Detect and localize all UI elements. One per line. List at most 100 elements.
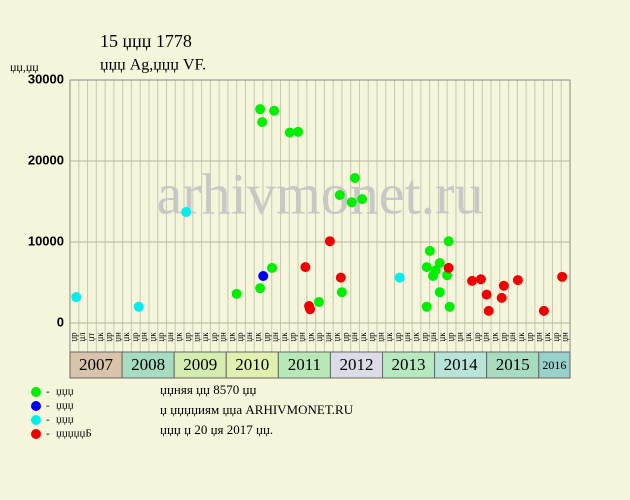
note: џџняя џџ 8570 џџ	[160, 382, 256, 397]
column-label: џк	[305, 332, 315, 342]
year-band	[538, 351, 571, 379]
point	[293, 126, 304, 137]
column-label: џр	[525, 332, 535, 342]
column-label: џк	[332, 332, 342, 342]
column-label: џн	[507, 332, 517, 342]
point	[335, 272, 346, 283]
legend-dash: -	[46, 428, 50, 440]
chart-title: 15 џџџ 1778	[100, 31, 192, 51]
column-label: џк	[253, 332, 263, 342]
point	[334, 190, 345, 201]
note: џ џџџџиям џџа ARHIVMONET.RU	[160, 402, 354, 417]
column-label: џр	[393, 332, 403, 342]
point	[300, 262, 311, 273]
y-axis-label: џџ,џџ	[10, 60, 39, 74]
legend-marker	[31, 429, 41, 439]
y-tick-label: 10000	[28, 233, 64, 248]
point	[498, 280, 509, 291]
point	[284, 127, 295, 138]
column-label: џк	[542, 332, 552, 342]
x-tick-label: 2010	[235, 355, 269, 374]
point	[434, 258, 445, 269]
column-label: џк	[490, 332, 500, 342]
column-label: џн	[560, 332, 570, 342]
column-label: џр	[261, 332, 271, 342]
point	[258, 271, 269, 282]
column-label: џк	[200, 332, 210, 342]
column-label: џр	[235, 332, 245, 342]
column-label: џк	[384, 332, 394, 342]
point	[467, 275, 478, 286]
column-label: џр	[419, 332, 429, 342]
point	[483, 305, 494, 316]
y-tick-label: 30000	[28, 71, 64, 86]
point	[443, 262, 454, 273]
point	[394, 272, 405, 283]
year-band	[121, 351, 175, 379]
column-label: џк	[95, 332, 105, 342]
legend-dash: -	[46, 386, 50, 398]
y-tick-label: 20000	[28, 152, 64, 167]
point	[496, 292, 507, 303]
column-label: џн	[533, 332, 543, 342]
point	[557, 271, 568, 282]
year-band	[434, 351, 488, 379]
column-label: џн	[191, 332, 201, 342]
point	[421, 301, 432, 312]
y-tick-label: 0	[57, 314, 64, 329]
point	[305, 304, 316, 315]
column-label: џр	[130, 332, 140, 342]
point	[267, 262, 278, 273]
column-label: џр	[367, 332, 377, 342]
point	[133, 301, 144, 312]
point	[475, 274, 486, 285]
year-band	[69, 351, 123, 379]
column-label: џт	[86, 333, 96, 342]
x-tick-label: 2011	[288, 355, 321, 374]
note: џџџ џ 20 џя 2017 џџ.	[160, 422, 273, 437]
column-label: џн	[481, 332, 491, 342]
x-tick-label: 2016	[542, 358, 566, 372]
watermark: arhivmonet.ru	[157, 161, 484, 226]
column-label: џр	[498, 332, 508, 342]
column-label: џн	[165, 332, 175, 342]
column-label: џн	[323, 332, 333, 342]
column-label: џр	[156, 332, 166, 342]
x-tick-label: 2013	[392, 355, 426, 374]
column-label: џн	[454, 332, 464, 342]
point	[444, 301, 455, 312]
column-label: џн	[375, 332, 385, 342]
legend-dash: -	[46, 414, 50, 426]
year-band	[173, 351, 227, 379]
column-label: џн	[428, 332, 438, 342]
column-label: џр	[446, 332, 456, 342]
legend-dash: -	[46, 400, 50, 412]
point	[336, 287, 347, 298]
year-band	[382, 351, 436, 379]
column-label: џр	[209, 332, 219, 342]
year-band	[225, 351, 279, 379]
column-label: џр	[340, 332, 350, 342]
legend-label: џџџџџБ	[56, 428, 92, 440]
column-label: џн	[297, 332, 307, 342]
point	[421, 262, 432, 273]
point	[443, 236, 454, 247]
x-tick-label: 2008	[131, 355, 165, 374]
column-label: џк	[516, 332, 526, 342]
point	[346, 197, 357, 208]
column-label: џк	[358, 332, 368, 342]
column-label: џл	[77, 332, 87, 342]
column-label: џк	[226, 332, 236, 342]
column-label: џк	[463, 332, 473, 342]
point	[71, 292, 82, 303]
legend-label: џџџ	[56, 400, 74, 412]
point	[430, 265, 441, 276]
column-label: џр	[551, 332, 561, 342]
column-label: џн	[139, 332, 149, 342]
column-label: џк	[411, 332, 421, 342]
point	[255, 104, 266, 115]
column-label: џн	[112, 332, 122, 342]
column-label: џн	[349, 332, 359, 342]
column-label: џр	[104, 332, 114, 342]
